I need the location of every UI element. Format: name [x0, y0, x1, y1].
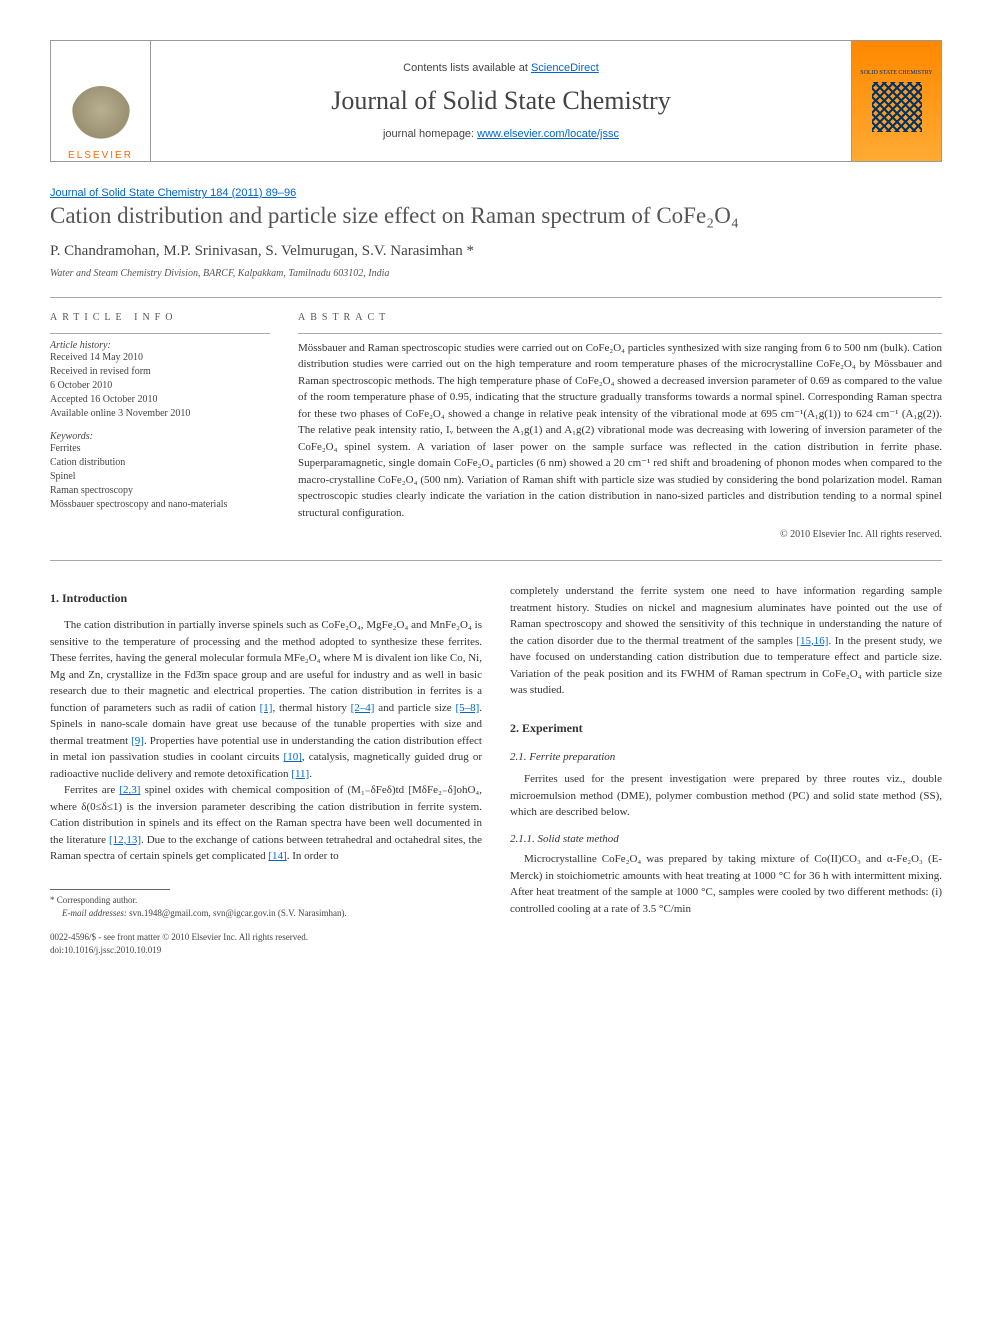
keyword-item: Mössbauer spectroscopy and nano-material… — [50, 498, 270, 512]
ref-link[interactable]: [9] — [131, 735, 144, 747]
right-column: completely understand the ferrite system… — [510, 583, 942, 958]
authors: P. Chandramohan, M.P. Srinivasan, S. Vel… — [50, 243, 942, 260]
ref-link[interactable]: [10] — [284, 751, 302, 763]
doi-line: doi:10.1016/j.jssc.2010.10.019 — [50, 944, 482, 958]
info-divider — [50, 333, 270, 334]
issn-line: 0022-4596/$ - see front matter © 2010 El… — [50, 931, 482, 945]
body-columns: 1. Introduction The cation distribution … — [50, 583, 942, 958]
contents-prefix: Contents lists available at — [403, 62, 531, 74]
ref-link[interactable]: [1] — [260, 702, 273, 714]
footnote-block: * Corresponding author. E-mail addresses… — [50, 889, 482, 921]
journal-cover-thumb: SOLID STATE CHEMISTRY — [851, 41, 941, 161]
divider — [50, 297, 942, 298]
ref-link[interactable]: [5–8] — [455, 702, 479, 714]
doi-block: 0022-4596/$ - see front matter © 2010 El… — [50, 931, 482, 958]
body-paragraph: Ferrites used for the present investigat… — [510, 771, 942, 821]
keyword-item: Cation distribution — [50, 456, 270, 470]
ref-link[interactable]: [11] — [291, 768, 309, 780]
homepage-line: journal homepage: www.elsevier.com/locat… — [151, 128, 851, 140]
history-item: Available online 3 November 2010 — [50, 407, 270, 421]
footnote-divider — [50, 889, 170, 890]
ref-link[interactable]: [2,3] — [119, 784, 140, 796]
history-item: Received 14 May 2010 — [50, 351, 270, 365]
section-2-1-1-heading: 2.1.1. Solid state method — [510, 831, 942, 848]
cover-pattern-icon — [872, 82, 922, 132]
keyword-item: Raman spectroscopy — [50, 484, 270, 498]
history-item: Received in revised form — [50, 365, 270, 379]
ref-link[interactable]: [14] — [268, 850, 286, 862]
ref-link[interactable]: [2–4] — [351, 702, 375, 714]
abstract-column: ABSTRACT Mössbauer and Raman spectroscop… — [298, 312, 942, 541]
body-paragraph: completely understand the ferrite system… — [510, 583, 942, 699]
elsevier-text: ELSEVIER — [68, 150, 133, 161]
section-1-heading: 1. Introduction — [50, 589, 482, 607]
homepage-prefix: journal homepage: — [383, 128, 477, 140]
elsevier-tree-icon — [71, 86, 131, 146]
abstract-text: Mössbauer and Raman spectroscopic studie… — [298, 340, 942, 522]
elsevier-logo: ELSEVIER — [51, 41, 151, 161]
article-title: Cation distribution and particle size ef… — [50, 201, 942, 231]
keyword-item: Spinel — [50, 470, 270, 484]
journal-header: ELSEVIER Contents lists available at Sci… — [50, 40, 942, 162]
contents-line: Contents lists available at ScienceDirec… — [151, 62, 851, 74]
ref-link[interactable]: [12,13] — [109, 834, 141, 846]
history-label: Article history: — [50, 340, 270, 351]
history-item: Accepted 16 October 2010 — [50, 393, 270, 407]
cover-title: SOLID STATE CHEMISTRY — [860, 70, 933, 77]
ref-link[interactable]: [15,16] — [796, 635, 828, 647]
journal-name: Journal of Solid State Chemistry — [151, 86, 851, 116]
copyright: © 2010 Elsevier Inc. All rights reserved… — [298, 529, 942, 540]
body-paragraph: The cation distribution in partially inv… — [50, 617, 482, 782]
affiliation: Water and Steam Chemistry Division, BARC… — [50, 268, 942, 279]
abstract-divider — [298, 333, 942, 334]
body-paragraph: Ferrites are [2,3] spinel oxides with ch… — [50, 782, 482, 865]
keyword-item: Ferrites — [50, 442, 270, 456]
section-2-heading: 2. Experiment — [510, 719, 942, 737]
history-item: 6 October 2010 — [50, 379, 270, 393]
abstract-heading: ABSTRACT — [298, 312, 942, 323]
body-paragraph: Microcrystalline CoFe₂O₄ was prepared by… — [510, 851, 942, 917]
info-abstract-row: ARTICLE INFO Article history: Received 1… — [50, 312, 942, 541]
homepage-link[interactable]: www.elsevier.com/locate/jssc — [477, 128, 619, 140]
sciencedirect-link[interactable]: ScienceDirect — [531, 62, 599, 74]
left-column: 1. Introduction The cation distribution … — [50, 583, 482, 958]
section-2-1-heading: 2.1. Ferrite preparation — [510, 749, 942, 766]
corresponding-author: * Corresponding author. — [50, 894, 482, 908]
header-center: Contents lists available at ScienceDirec… — [151, 52, 851, 150]
citation-link[interactable]: Journal of Solid State Chemistry 184 (20… — [50, 187, 942, 199]
keywords-label: Keywords: — [50, 431, 270, 442]
email-line: E-mail addresses: svn.1948@gmail.com, sv… — [50, 907, 482, 921]
article-info: ARTICLE INFO Article history: Received 1… — [50, 312, 270, 541]
section-divider — [50, 560, 942, 561]
article-info-heading: ARTICLE INFO — [50, 312, 270, 323]
